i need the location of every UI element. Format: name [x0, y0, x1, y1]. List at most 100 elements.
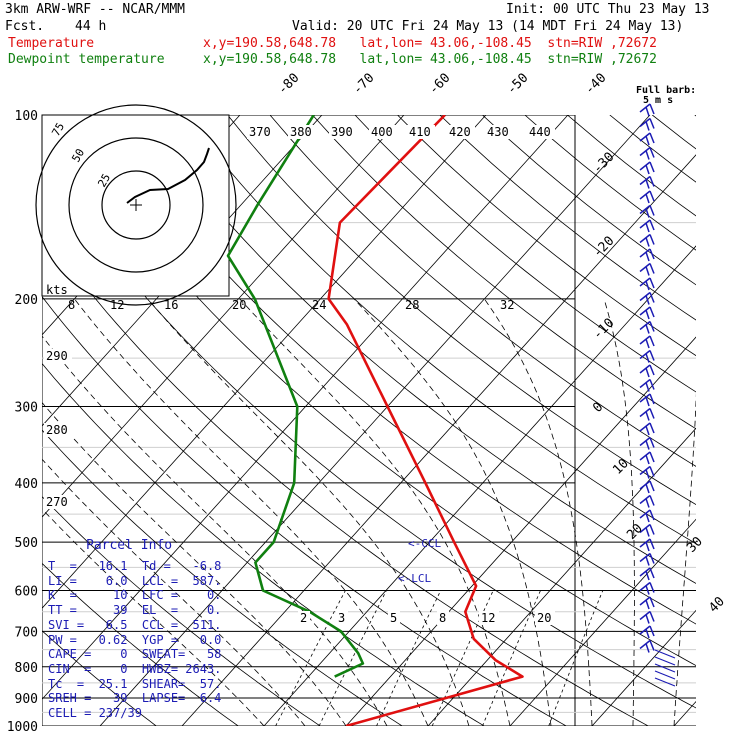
isotherm-line: [591, 609, 696, 726]
dewpoint-line: [226, 115, 365, 678]
wind-barb-flag: [649, 292, 655, 303]
wind-barb-flag: [645, 324, 650, 334]
theta-label: 400: [371, 125, 393, 139]
theta-label: 370: [249, 125, 271, 139]
valid-time: Valid: 20 UTC Fri 24 May 13 (14 MDT Fri …: [292, 19, 684, 34]
hodograph-ring-label: 50: [69, 147, 87, 165]
wind-barb-staff: [639, 538, 651, 548]
pressure-tick-label: 800: [15, 661, 38, 676]
forecast-label: Fcst.: [5, 19, 45, 34]
moist-adiabat: [147, 298, 470, 726]
theta-label-bg: [369, 125, 397, 139]
theta-label: 380: [290, 125, 312, 139]
wind-barb-flag: [649, 161, 655, 173]
mixing-ratio-label-bg: [388, 611, 400, 625]
wind-barb-flag: [649, 234, 655, 245]
dry-adiabat: [312, 115, 696, 430]
wind-barb-flag: [645, 454, 650, 465]
isotherm-label: 20: [624, 521, 646, 543]
wind-barb-flag: [649, 103, 655, 115]
theta-label: 410: [409, 125, 431, 139]
wind-barb-flag: [649, 277, 655, 289]
isotherm-label: 0: [590, 400, 606, 416]
wind-barb-flag: [645, 353, 650, 363]
hodograph-trace: [126, 147, 210, 204]
wind-barb-staff: [639, 219, 651, 229]
hodograph-ring: [101, 170, 171, 240]
wind-barb-staff: [639, 552, 651, 563]
wind-barb-flag: [649, 524, 655, 535]
wind-barb-flag: [649, 509, 655, 521]
mixing-ratio-line: [431, 590, 494, 726]
wind-barb-flag: [649, 364, 655, 376]
isotherm-line: [263, 245, 696, 726]
wind-barb-staff: [639, 364, 651, 374]
wind-barb-flag: [649, 248, 655, 260]
pressure-tick-label: 300: [15, 401, 38, 416]
dry-adiabat: [42, 630, 157, 726]
parcel-info-row: T = 16.1 Td = -6.8: [48, 559, 222, 573]
moist-adiabat: [42, 508, 265, 726]
wind-barb-low: [654, 663, 676, 673]
dry-adiabat: [42, 228, 649, 726]
mixing-ratio-label: 5: [390, 611, 397, 625]
mixing-ratio-label-bg: [298, 611, 310, 625]
hodograph-speed-label: 12: [110, 298, 124, 312]
wind-barb-flag: [649, 495, 655, 506]
wind-barb-staff: [639, 190, 651, 200]
temperature-line: [327, 115, 524, 726]
pressure-tick-label: 200: [15, 293, 38, 308]
wind-barb-flag: [645, 135, 650, 146]
theta-label: 420: [449, 125, 471, 139]
wind-barb-staff: [639, 436, 651, 447]
parcel-info-row: TT = 39 EL = 0.: [48, 603, 222, 618]
theta-label-bg: [329, 125, 357, 139]
parcel-info-row: Tc = 25.1 SHEAR= 57.: [48, 676, 222, 691]
chart-grid: [42, 115, 696, 726]
wind-barb-staff: [639, 407, 651, 418]
wind-barb-flag: [649, 466, 655, 477]
wind-barb-staff: [639, 306, 651, 316]
dry-adiabat: [354, 115, 696, 393]
dry-adiabat: [99, 115, 696, 625]
wind-barb-flag: [649, 321, 655, 332]
dry-adiabat: [42, 562, 239, 726]
wind-barb-flag: [645, 164, 650, 175]
parcel-info-row: CELL = 237/39: [48, 706, 142, 720]
theta-label-bg: [485, 125, 513, 139]
wind-barb-staff: [639, 204, 651, 215]
hodograph-ring-label: 75: [49, 121, 67, 139]
pressure-tick-label: 1000: [7, 720, 38, 735]
wind-barb-flag: [649, 190, 655, 202]
isotherm-label: -80: [275, 71, 302, 98]
mixing-ratio-label: 3: [338, 611, 345, 625]
wind-barb-flag: [649, 538, 655, 550]
wind-barb-flag: [649, 335, 655, 347]
mixing-ratio-label: 8: [439, 611, 446, 625]
hodograph-speed-label: 28: [405, 298, 419, 312]
hodograph-speed-label: 32: [500, 298, 514, 312]
isotherm-line: [509, 518, 696, 726]
isotherm-line: [42, 115, 487, 609]
theta-label: 440: [529, 125, 551, 139]
parcel-info-row: PW = 0.62 YGP = 0.0: [48, 632, 222, 647]
hodograph-speed-label: 24: [312, 298, 326, 312]
wind-barb-flag: [645, 614, 650, 624]
mixing-ratio-label: 2: [300, 611, 307, 625]
mixing-ratio-label-bg: [535, 611, 555, 625]
wind-barb-flag: [649, 437, 655, 448]
theta-label-bg: [44, 349, 72, 363]
wind-barb-flag: [649, 205, 655, 216]
wind-barb-flag: [645, 483, 650, 494]
parcel-info-row: SREH = 39 LAPSE= 6.4: [48, 691, 222, 706]
wind-barb-flag: [645, 106, 650, 117]
moist-adiabat: [484, 298, 593, 726]
mixing-ratio-label-bg: [336, 611, 348, 625]
wind-barb-flag: [645, 179, 650, 189]
location-info-dew: x,y=190.58,648.78 lat,lon= 43.06,-108.45…: [203, 52, 657, 67]
theta-label-bg: [288, 125, 316, 139]
mixing-ratio-line: [376, 590, 442, 726]
theta-label-bg: [44, 423, 72, 437]
